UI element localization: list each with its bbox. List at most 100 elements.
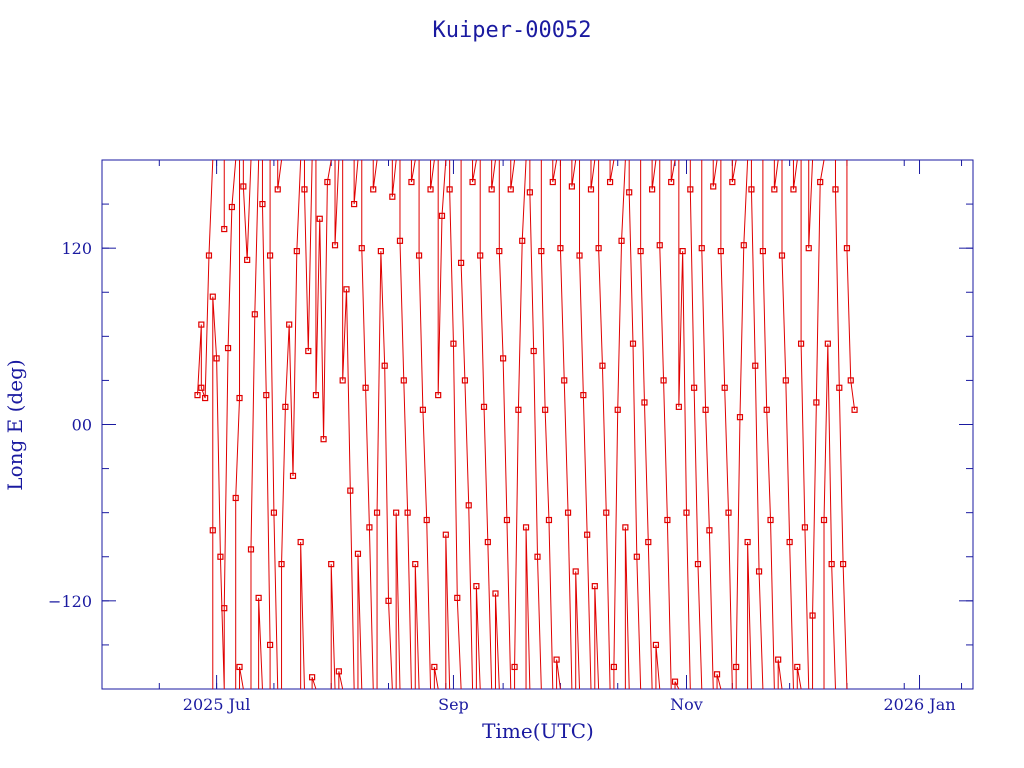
data-point-marker	[202, 394, 209, 402]
data-point-marker	[771, 186, 778, 193]
data-point-marker	[415, 252, 423, 259]
data-point-marker	[668, 178, 675, 186]
data-point-marker	[622, 524, 629, 531]
data-point-marker	[610, 663, 618, 671]
data-point-marker	[832, 186, 839, 193]
data-point-marker	[713, 671, 721, 678]
data-point-marker	[847, 377, 854, 384]
data-point-marker	[305, 347, 312, 355]
data-point-marker	[740, 242, 747, 249]
data-point-marker	[297, 538, 304, 546]
data-point-marker	[629, 340, 637, 347]
data-point-marker	[209, 527, 216, 534]
data-point-marker	[843, 245, 851, 252]
data-point-marker	[209, 293, 216, 300]
data-point-marker	[347, 487, 354, 494]
data-point-marker	[778, 252, 786, 259]
data-point-marker	[580, 392, 587, 399]
data-point-marker	[618, 237, 625, 244]
data-point-marker	[591, 583, 598, 590]
y-axis-label: Long E (deg)	[3, 359, 27, 490]
data-point-marker	[836, 384, 843, 391]
data-point-marker	[488, 186, 495, 193]
data-point-marker	[454, 594, 461, 601]
data-point-marker	[637, 248, 644, 255]
data-point-marker	[274, 186, 281, 193]
data-point-marker	[328, 560, 335, 568]
plot-area	[194, 159, 858, 690]
data-point-marker	[721, 384, 728, 391]
data-point-marker	[236, 663, 243, 671]
data-point-marker	[526, 189, 533, 196]
data-point-marker	[675, 403, 682, 410]
data-point-marker	[706, 527, 713, 534]
data-point-marker	[198, 321, 205, 328]
data-point-marker	[427, 186, 434, 193]
data-point-marker	[542, 406, 549, 413]
data-point-marker	[477, 252, 484, 259]
data-point-marker	[564, 509, 572, 516]
data-point-marker	[293, 248, 300, 255]
data-point-marker	[450, 340, 457, 347]
data-point-marker	[423, 516, 430, 524]
data-point-marker	[400, 377, 407, 384]
data-point-marker	[805, 245, 812, 252]
y-tick-label: 120	[61, 239, 92, 258]
data-point-marker	[435, 392, 442, 399]
data-point-marker	[431, 663, 438, 671]
data-point-marker	[725, 509, 732, 516]
data-point-marker	[710, 183, 717, 190]
data-point-marker	[633, 553, 640, 560]
data-point-marker	[286, 321, 293, 328]
data-point-marker	[370, 186, 377, 193]
data-point-marker	[442, 531, 449, 538]
data-point-marker	[767, 516, 774, 524]
x-tick-label: Nov	[670, 695, 703, 714]
data-point-marker	[511, 663, 518, 671]
data-point-marker	[851, 406, 858, 413]
data-point-marker	[389, 193, 396, 200]
y-tick-label: −120	[48, 592, 92, 611]
data-point-marker	[576, 252, 583, 259]
data-point-marker	[232, 494, 239, 502]
data-point-marker	[339, 377, 346, 384]
data-point-marker	[603, 509, 610, 516]
data-point-marker	[599, 362, 606, 369]
data-point-marker	[270, 509, 278, 516]
data-point-marker	[259, 200, 266, 208]
data-point-marker	[656, 242, 663, 249]
data-point-marker	[683, 509, 690, 516]
data-point-marker	[507, 186, 514, 193]
data-point-marker	[316, 215, 323, 222]
data-point-marker	[373, 509, 381, 516]
data-point-marker	[545, 516, 553, 524]
data-point-marker	[755, 568, 763, 575]
data-point-marker	[228, 203, 235, 211]
data-point-marker	[484, 538, 491, 546]
data-point-marker	[606, 178, 614, 186]
data-point-marker	[446, 186, 453, 193]
data-point-marker	[664, 516, 671, 524]
data-point-marker	[412, 560, 419, 568]
data-point-marker	[500, 355, 507, 362]
data-point-marker	[652, 641, 660, 649]
data-point-marker	[358, 245, 365, 252]
data-point-marker	[790, 186, 797, 193]
data-point-marker	[404, 509, 411, 516]
data-point-marker	[752, 362, 759, 369]
data-point-marker	[205, 252, 213, 259]
data-point-marker	[519, 237, 526, 244]
data-point-marker	[194, 392, 201, 399]
data-point-marker	[820, 516, 828, 524]
data-point-marker	[289, 472, 297, 480]
data-point-marker	[691, 384, 698, 391]
data-point-marker	[343, 286, 350, 293]
data-point-marker	[503, 516, 511, 524]
data-point-marker	[198, 384, 205, 391]
data-point-marker	[840, 560, 847, 568]
data-point-marker	[362, 384, 369, 391]
plot-frame	[101, 159, 974, 690]
data-point-marker	[687, 186, 694, 193]
data-point-marker	[763, 406, 770, 413]
